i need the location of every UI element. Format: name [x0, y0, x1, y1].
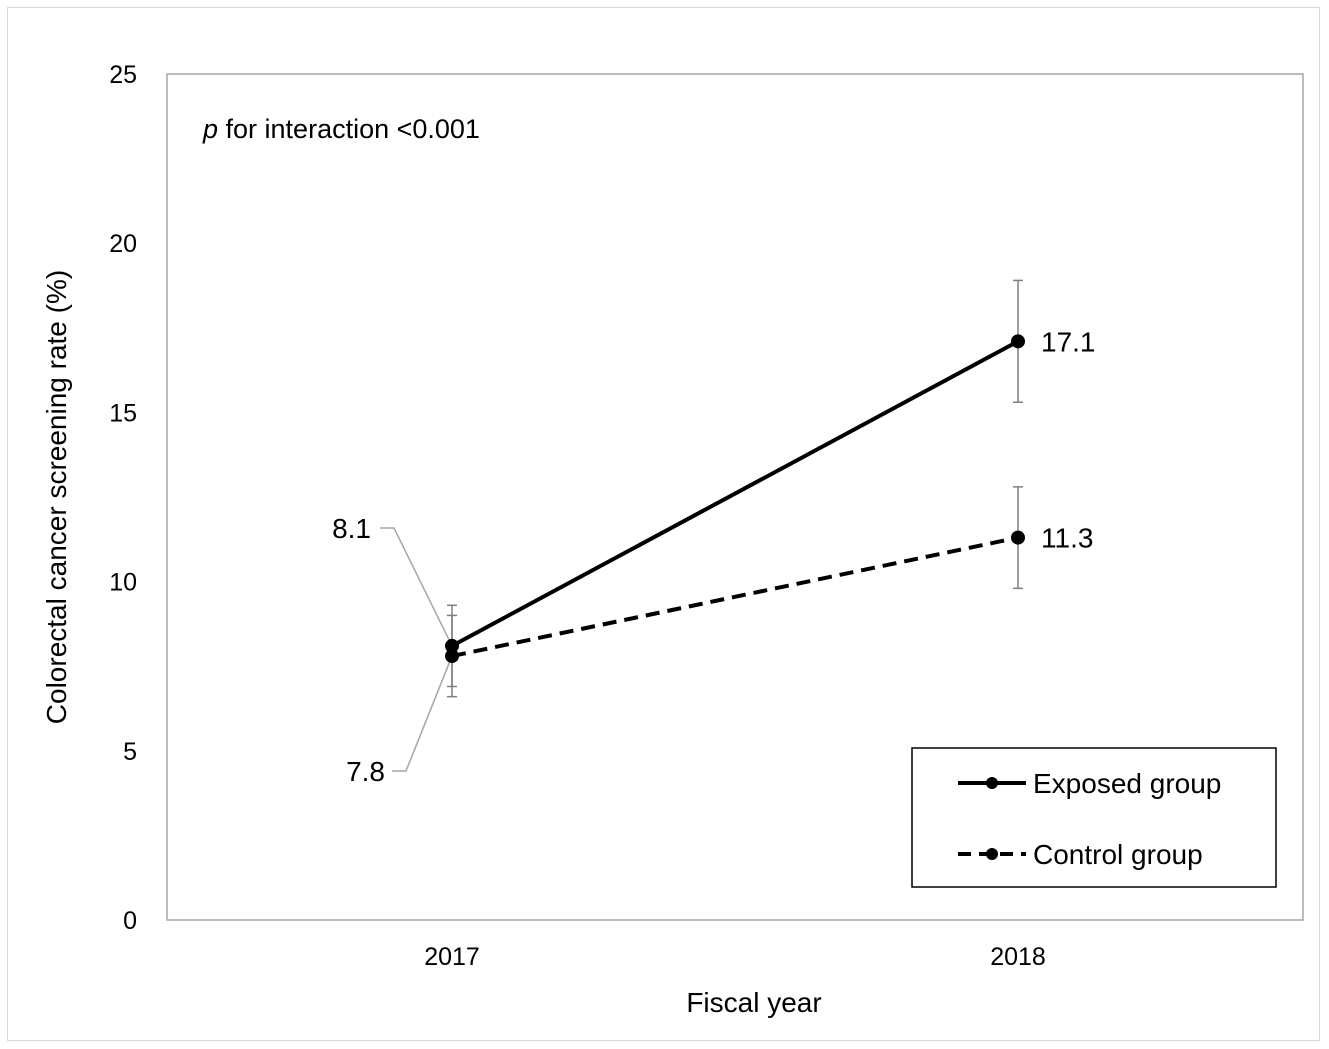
leader-line: [380, 527, 453, 647]
y-tick-label: 5: [123, 738, 137, 766]
legend-exposed-swatch-marker: [986, 777, 998, 789]
data-point: [445, 649, 459, 664]
series-points: [445, 334, 1025, 664]
y-tick-label: 15: [109, 399, 137, 427]
interaction-annotation: p for interaction <0.001: [202, 114, 480, 144]
legend-control-swatch-marker: [986, 848, 998, 860]
annotation-p: p: [202, 114, 218, 144]
data-label: 7.8: [346, 756, 385, 787]
chart-frame: 0 5 10 15 20 25 2017 2018 Colorectal cancer sc…: [7, 7, 1320, 1041]
leader-lines: [380, 527, 453, 772]
legend-box: [911, 747, 1277, 888]
data-labels: 17.1 11.3 8.1 7.8: [332, 326, 1095, 787]
annotation-text: for interaction <0.001: [218, 114, 480, 144]
y-axis-title: Colorectal cancer screening rate (%): [41, 270, 72, 724]
y-tick-label: 25: [109, 61, 137, 89]
leader-line: [392, 655, 453, 772]
x-tick-label: 2017: [424, 943, 480, 971]
y-tick-label: 20: [109, 230, 137, 258]
legend-exposed-label: Exposed group: [1033, 768, 1221, 799]
series-lines: [451, 339, 1019, 659]
y-tick-label: 10: [109, 569, 137, 597]
legend-control-label: Control group: [1033, 839, 1203, 870]
legend: Exposed group Control group: [911, 747, 1277, 888]
data-label: 11.3: [1041, 523, 1093, 554]
x-tick-label: 2018: [990, 943, 1046, 971]
data-label: 8.1: [332, 513, 371, 544]
line-chart: 0 5 10 15 20 25 2017 2018 Colorectal cancer sc…: [41, 61, 1304, 1018]
data-label: 17.1: [1041, 326, 1096, 357]
x-axis-title: Fiscal year: [686, 987, 821, 1018]
data-point: [1011, 530, 1025, 545]
y-tick-labels: 0 5 10 15 20 25: [109, 61, 137, 935]
error-bars: [447, 279, 1023, 698]
y-tick-label: 0: [123, 907, 137, 935]
x-tick-labels: 2017 2018: [424, 943, 1046, 971]
series-line-control: [451, 535, 1019, 659]
data-point: [445, 638, 459, 653]
data-point: [1011, 334, 1025, 349]
plot-area: [166, 73, 1304, 921]
series-line-exposed: [451, 339, 1019, 648]
